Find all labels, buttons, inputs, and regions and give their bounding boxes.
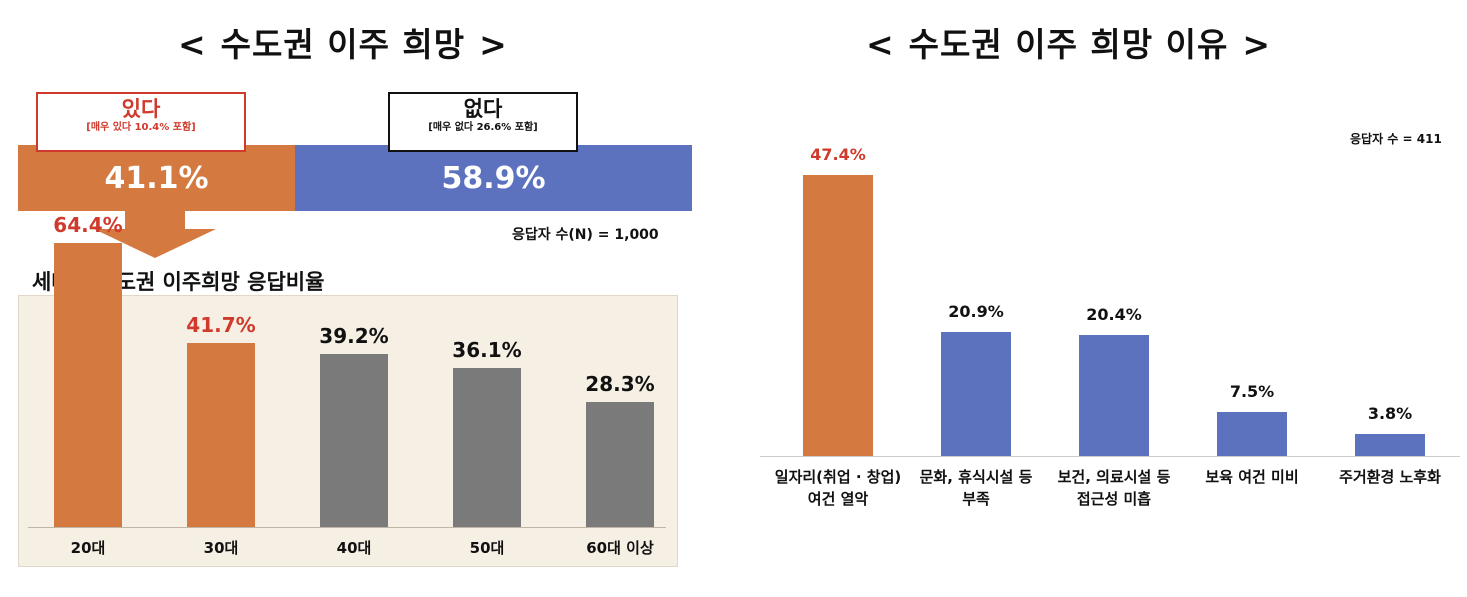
stack-segment-no: 58.9% (295, 145, 692, 211)
generation-value-label-2: 39.2% (319, 324, 389, 349)
generation-bar-1 (187, 343, 255, 527)
generation-value-label-4: 28.3% (585, 372, 655, 397)
overall-stacked-bar: 41.1% 58.9% (18, 145, 692, 211)
generation-category-label-1: 30대 (203, 539, 239, 557)
right-title: < 수도권 이주 희망 이유 > (866, 18, 1271, 66)
left-respondents: 응답자 수(N) = 1,000 (512, 227, 659, 243)
generation-category-label-2: 40대 (336, 539, 372, 557)
left-title-text: 수도권 이주 희망 (220, 25, 466, 64)
generation-baseline (28, 527, 666, 528)
generation-value-label-0: 64.4% (53, 213, 123, 238)
no-label: 없다 (463, 97, 503, 121)
yes-sub-label: [매우 있다 10.4% 포함] (86, 122, 196, 133)
yes-label-box: 있다 [매우 있다 10.4% 포함] (36, 92, 246, 152)
generation-value-label-3: 36.1% (452, 337, 522, 362)
generation-bar-4 (586, 402, 654, 527)
generation-category-label-3: 50대 (469, 539, 505, 557)
reason-value-label-1: 20.9% (948, 302, 1004, 322)
reason-category-label-1: 문화, 휴식시설 등 부족 (919, 468, 1033, 508)
right-title-close: > (1242, 25, 1272, 64)
reason-category-label-0: 일자리(취업 · 창업) 여건 열악 (774, 468, 902, 508)
reason-bar-2 (1079, 335, 1149, 456)
right-title-open: < (866, 25, 895, 64)
right-title-text: 수도권 이주 희망 이유 (908, 25, 1229, 64)
reason-category-label-3: 보육 여건 미비 (1205, 468, 1299, 486)
generation-category-label-0: 20대 (70, 539, 106, 557)
generation-value-label-1: 41.7% (186, 313, 256, 338)
left-title-close: > (479, 25, 508, 64)
left-title: < 수도권 이주 희망 > (178, 18, 508, 66)
reason-bar-3 (1217, 411, 1287, 456)
generation-bar-0 (54, 243, 122, 527)
reason-value-label-0: 47.4% (810, 145, 866, 165)
reason-bar-1 (941, 332, 1011, 456)
down-arrow-icon (94, 211, 216, 258)
reason-chart: 47.4% 일자리(취업 · 창업) 여건 열악 20.9% 문화, 휴식시설 등 부… (760, 120, 1460, 540)
left-title-open: < (178, 25, 207, 64)
yes-label: 있다 (121, 97, 161, 121)
generation-chart: 64.4% 20대 41.7% 30대 39.2% 40대 36.1% 50대 28.3% 60대… (18, 213, 676, 565)
reason-value-label-4: 3.8% (1367, 403, 1413, 423)
reason-category-label-4: 주거환경 노후화 (1339, 468, 1441, 486)
reason-value-label-2: 20.4% (1086, 305, 1142, 325)
right-respondents: 응답자 수 = 411 (1350, 132, 1442, 146)
no-label-box: 없다 [매우 없다 26.6% 포함] (388, 92, 578, 152)
generation-category-label-4: 60대 이상 (586, 539, 654, 557)
reason-baseline (760, 456, 1460, 457)
reason-bar-0 (803, 175, 873, 456)
reason-value-label-3: 7.5% (1229, 381, 1275, 401)
no-sub-label: [매우 없다 26.6% 포함] (428, 122, 538, 133)
reason-category-label-2: 보건, 의료시설 등 접근성 미흡 (1057, 468, 1171, 508)
generation-bar-2 (320, 354, 388, 527)
stack-segment-yes: 41.1% (18, 145, 295, 211)
reason-bar-4 (1355, 433, 1425, 456)
generation-bar-3 (453, 367, 521, 527)
